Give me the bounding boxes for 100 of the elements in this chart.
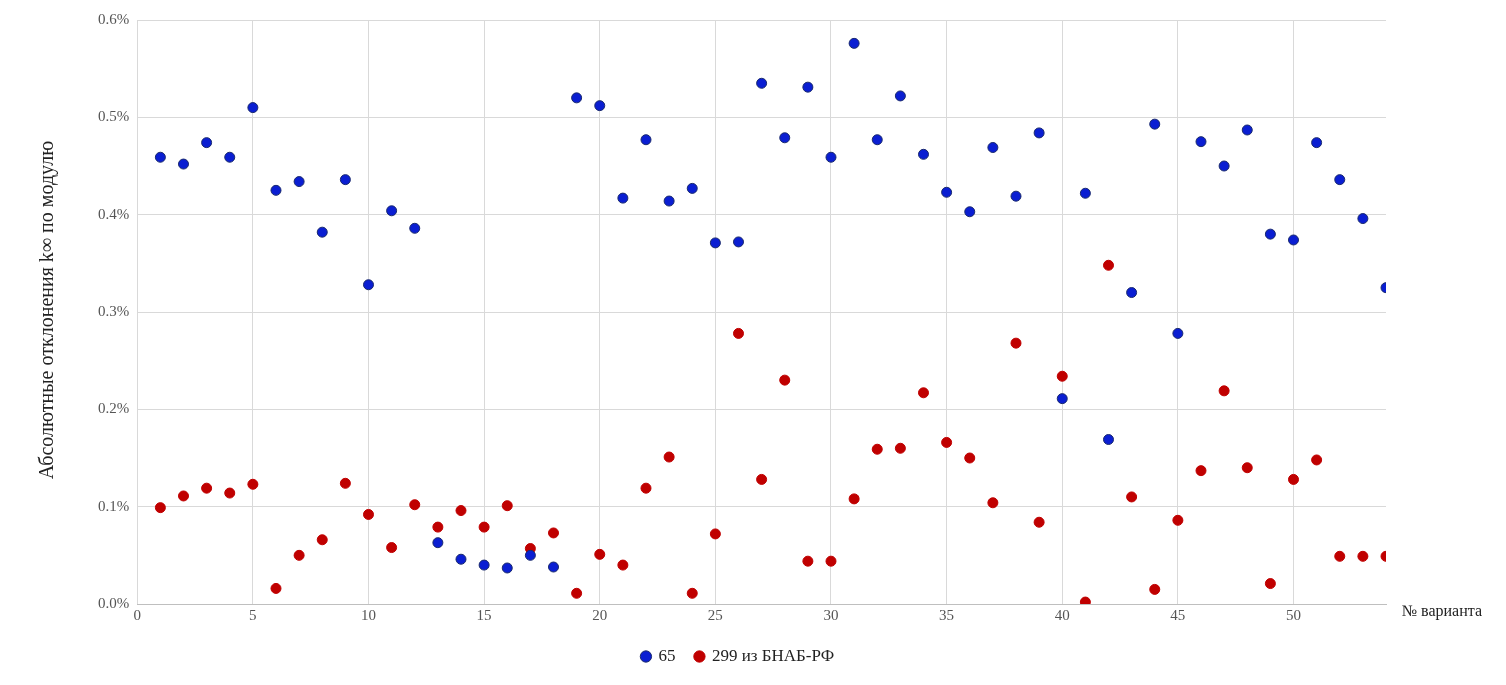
point — [201, 137, 213, 149]
point — [478, 521, 490, 533]
point — [964, 452, 976, 464]
point — [1126, 287, 1138, 299]
point — [1172, 327, 1184, 339]
point — [871, 134, 883, 146]
y-axis-title: Абсолютные отклонения k∞ по модулю — [34, 140, 58, 480]
point — [293, 176, 305, 188]
point — [1103, 259, 1114, 271]
point — [1056, 370, 1068, 382]
y-tick-label: 0.0% — [98, 594, 130, 611]
point — [1288, 473, 1299, 485]
point — [247, 102, 259, 114]
point — [548, 527, 559, 539]
point — [1288, 234, 1299, 246]
point — [594, 548, 606, 560]
point — [686, 182, 698, 194]
point — [339, 174, 351, 186]
point — [571, 587, 583, 599]
point — [154, 502, 166, 514]
point — [1218, 160, 1230, 172]
point — [594, 100, 606, 112]
point — [270, 184, 282, 196]
point — [1010, 190, 1022, 202]
x-tick-label: 15 — [476, 606, 492, 623]
point — [709, 528, 721, 540]
point — [1033, 127, 1045, 139]
point — [270, 582, 282, 594]
x-tick-label: 25 — [707, 606, 723, 623]
point — [409, 222, 421, 234]
point — [1241, 124, 1253, 136]
point — [1010, 337, 1022, 349]
point — [640, 482, 652, 494]
point — [363, 508, 374, 520]
point — [663, 195, 675, 207]
point — [802, 555, 814, 567]
point — [1195, 465, 1207, 477]
point — [224, 151, 236, 163]
point — [1264, 578, 1276, 590]
point — [640, 134, 652, 146]
point — [779, 132, 791, 144]
point — [339, 477, 351, 489]
point — [455, 553, 467, 565]
point — [756, 473, 768, 485]
point — [686, 587, 698, 599]
point — [247, 478, 259, 490]
point — [1195, 136, 1207, 148]
point — [386, 205, 398, 217]
point — [1334, 550, 1346, 562]
point — [1218, 385, 1230, 397]
point — [941, 436, 953, 448]
point — [1357, 550, 1369, 562]
point — [617, 559, 629, 571]
point — [524, 549, 536, 561]
point — [871, 443, 883, 455]
point — [432, 521, 444, 533]
x-axis-title: № варианта — [1401, 602, 1482, 621]
point — [941, 186, 953, 198]
point — [201, 482, 213, 494]
point — [178, 490, 189, 502]
x-tick-label: 10 — [361, 606, 376, 623]
point — [571, 92, 583, 104]
point — [363, 279, 374, 291]
y-tick-label: 0.3% — [98, 302, 130, 319]
point — [1311, 137, 1323, 149]
point — [848, 493, 860, 505]
point — [617, 192, 629, 204]
point — [1149, 118, 1161, 130]
x-tick-label: 0 — [133, 606, 141, 623]
legend-label: 65 — [658, 645, 676, 665]
point — [432, 537, 444, 549]
point — [779, 374, 791, 386]
point — [987, 142, 999, 154]
x-tick-label: 30 — [823, 606, 839, 623]
point — [1033, 516, 1045, 528]
x-tick-label: 50 — [1286, 606, 1301, 623]
point — [1311, 454, 1323, 466]
point — [154, 151, 166, 163]
point — [802, 81, 814, 93]
point — [548, 561, 559, 573]
y-tick-label: 0.2% — [98, 400, 130, 417]
point — [1264, 228, 1276, 240]
x-tick-label: 45 — [1170, 606, 1186, 623]
x-tick-label: 35 — [939, 606, 955, 623]
point — [386, 542, 398, 554]
point — [918, 148, 929, 160]
point — [848, 37, 860, 49]
point — [1241, 462, 1253, 474]
point — [455, 505, 467, 517]
point — [1334, 174, 1346, 186]
y-tick-label: 0.4% — [98, 205, 130, 222]
point — [1149, 583, 1161, 595]
x-tick-label: 40 — [1054, 606, 1070, 623]
point — [316, 534, 328, 546]
point — [316, 226, 328, 238]
point — [663, 451, 675, 463]
point — [894, 442, 906, 454]
point — [709, 237, 721, 249]
point — [894, 90, 906, 102]
point — [178, 158, 189, 170]
